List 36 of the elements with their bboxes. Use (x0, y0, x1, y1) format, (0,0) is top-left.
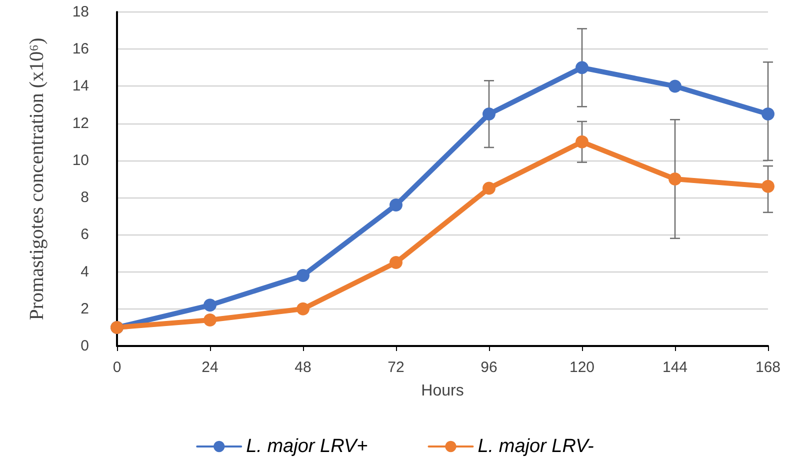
point (296, 302, 310, 316)
point (204, 298, 216, 312)
x-tick-label: 96 (480, 359, 498, 376)
x-tick-label: 168 (755, 359, 781, 376)
x-axis-title: Hours (421, 382, 464, 400)
y-tick-label: 4 (80, 263, 89, 280)
point (482, 108, 496, 121)
y-axis-title: Promastigotes concentration (x10⁶) (26, 38, 48, 320)
x-tick-label: 120 (569, 359, 595, 376)
y-tick-label: 12 (72, 114, 89, 132)
legend-label: L. major LRV- (478, 436, 594, 457)
y-tick-label: 18 (72, 4, 89, 20)
point (576, 135, 588, 148)
x-tick-label: 0 (112, 359, 122, 376)
y-tick-label: 6 (80, 226, 89, 244)
point (762, 108, 774, 121)
y-tick-label: 16 (72, 40, 89, 58)
y-tick-label: 14 (72, 78, 89, 95)
point (390, 198, 402, 212)
point (482, 182, 496, 195)
legend-label: L. major LRV+ (246, 436, 368, 457)
x-tick-label: 48 (294, 359, 312, 376)
point (390, 256, 402, 269)
x-tick-label: 144 (662, 359, 688, 376)
point (668, 80, 682, 93)
y-tick-label: 2 (80, 300, 89, 318)
x-tick-label: 72 (388, 359, 404, 376)
point (296, 268, 310, 282)
y-tick-label: 10 (72, 152, 89, 169)
point (576, 61, 588, 74)
y-tick-label: 8 (80, 189, 89, 206)
point (204, 314, 216, 327)
x-tick-label: 24 (202, 359, 218, 376)
point (668, 172, 682, 186)
y-tick-label: 0 (80, 338, 89, 354)
point (762, 180, 774, 193)
